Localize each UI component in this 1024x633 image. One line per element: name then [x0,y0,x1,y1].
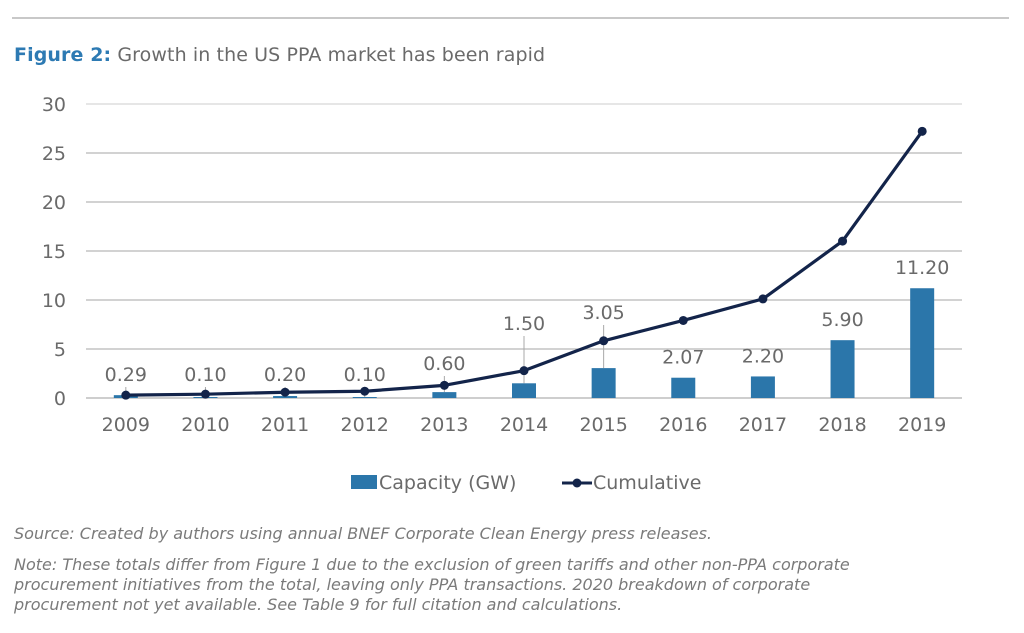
data-labels: 0.29 0.10 0.20 0.10 0.60 1.50 3.05 2.07 2.20 5.90… [105,257,950,386]
bar [352,397,377,398]
data-label: 5.90 [821,309,863,331]
line-marker [280,387,290,397]
bar [830,340,855,398]
y-axis-ticks: 0 5 10 15 20 25 30 [42,94,66,410]
x-tick-label: 2017 [739,414,787,436]
bar [910,288,935,398]
bar [432,392,457,398]
data-label: 1.50 [503,313,545,335]
data-label: 3.05 [582,302,624,324]
y-tick-label: 20 [42,192,66,214]
data-label: 0.29 [105,364,147,386]
data-label: 2.07 [662,347,704,369]
bar [591,368,616,398]
note-line: procurement not yet available. See Table… [14,595,623,614]
bar [273,396,298,398]
bar [750,376,775,398]
data-label: 11.20 [895,257,949,279]
bar [671,377,696,398]
legend-marker-cumulative [572,478,582,488]
note-text: Note: These totals differ from Figure 1 … [14,555,1004,615]
line-marker [439,380,449,390]
figure-label: Figure 2: [14,44,112,66]
y-tick-label: 25 [42,143,66,165]
note-line: Note: These totals differ from Figure 1 … [14,555,850,574]
line-series [121,126,927,400]
line-marker [599,336,609,346]
bar [512,383,536,398]
x-tick-label: 2012 [341,414,389,436]
note-line: procurement initiatives from the total, … [14,575,811,594]
data-label: 2.20 [742,345,784,367]
line-marker [758,294,768,304]
x-tick-label: 2010 [181,414,229,436]
line-marker [917,126,927,136]
x-tick-label: 2011 [261,414,309,436]
y-tick-label: 15 [42,241,66,263]
x-tick-label: 2009 [102,414,150,436]
line-marker [360,386,370,396]
legend-label-capacity: Capacity (GW) [379,472,516,494]
x-tick-label: 2013 [420,414,468,436]
line-marker [838,236,848,246]
line-marker [519,366,529,376]
line-marker [200,389,210,399]
chart: 0 5 10 15 20 25 30 2009 2010 2011 2012 2013 2014 201… [42,94,962,494]
top-divider [12,17,1009,19]
x-axis-ticks: 2009 2010 2011 2012 2013 2014 2015 2016 2017 2018… [102,414,947,436]
x-tick-label: 2015 [579,414,627,436]
figure-title: Figure 2: Growth in the US PPA market ha… [14,44,545,66]
data-label: 0.10 [344,364,386,386]
legend-swatch-capacity [351,475,377,489]
line-marker [678,315,688,325]
data-label: 0.60 [423,353,465,375]
data-label: 0.20 [264,364,306,386]
line-marker [121,390,131,400]
bar-series [113,288,935,398]
x-tick-label: 2016 [659,414,707,436]
data-label: 0.10 [184,364,226,386]
x-tick-label: 2019 [898,414,946,436]
legend-label-cumulative: Cumulative [593,472,701,494]
y-tick-label: 30 [42,94,66,116]
legend: Capacity (GW) Cumulative [351,472,701,494]
source-note: Source: Created by authors using annual … [14,524,713,543]
y-tick-label: 0 [54,388,66,410]
y-tick-label: 10 [42,290,66,312]
x-tick-label: 2014 [500,414,548,436]
figure-title-text: Growth in the US PPA market has been rap… [117,44,546,66]
x-tick-label: 2018 [818,414,866,436]
y-tick-label: 5 [54,339,66,361]
